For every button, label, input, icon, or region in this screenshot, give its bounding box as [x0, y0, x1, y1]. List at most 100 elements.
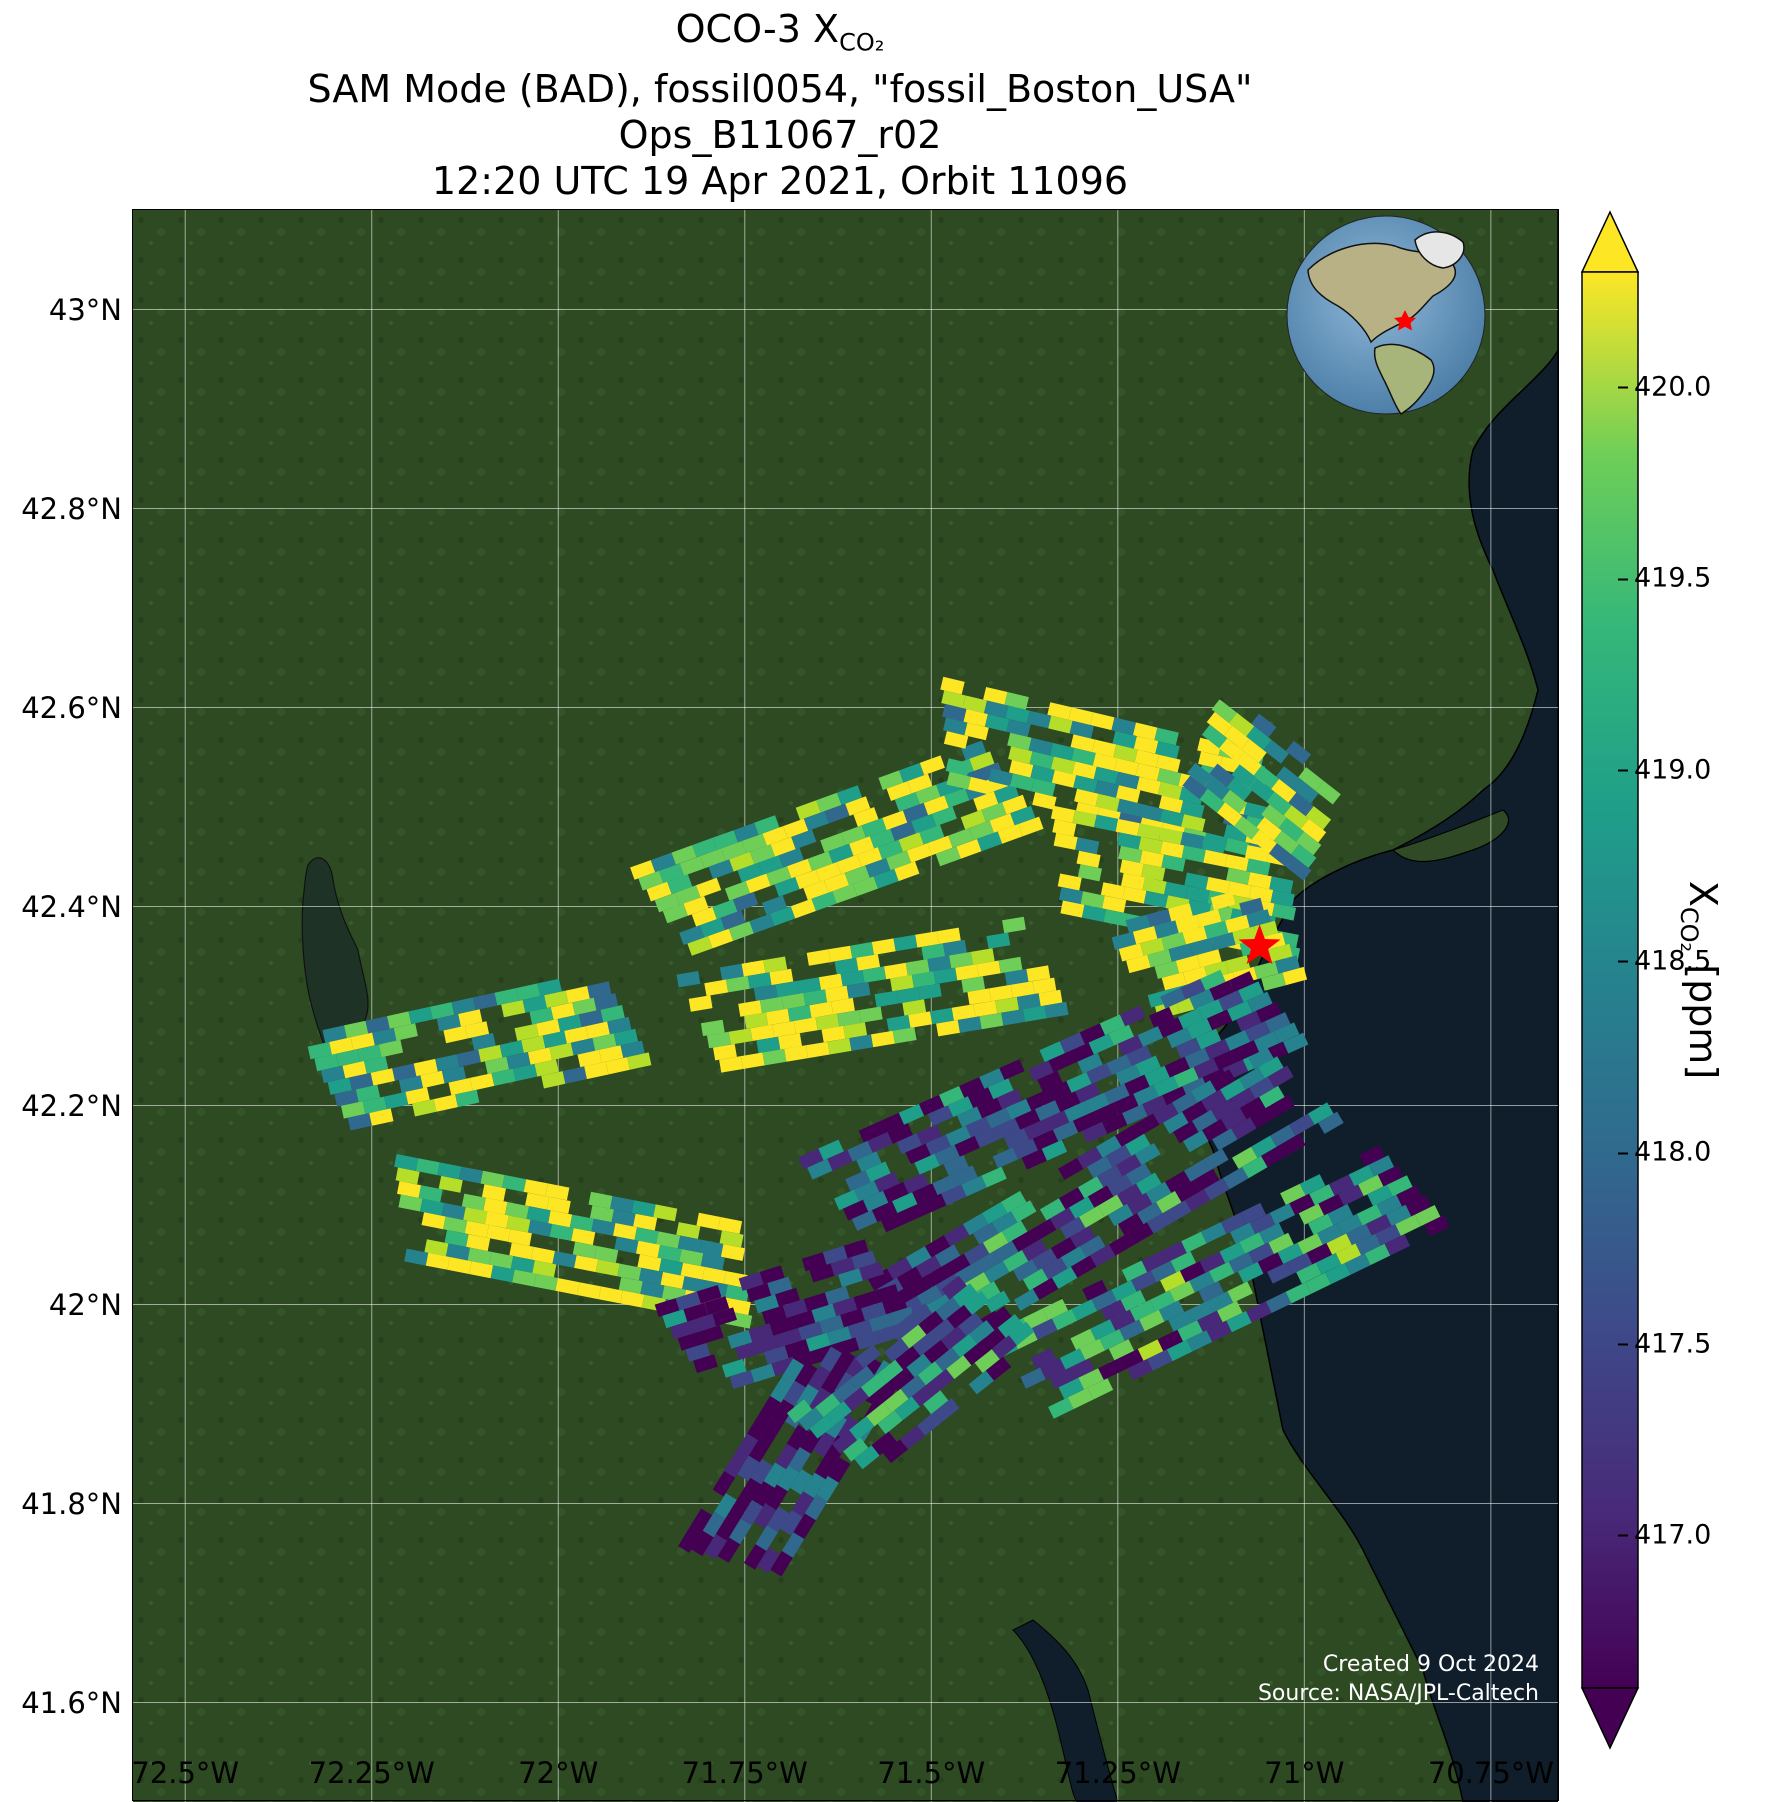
sounding-footprint [729, 1518, 752, 1545]
sounding-footprint [1203, 920, 1229, 939]
sounding-footprint [1088, 1185, 1114, 1208]
sounding-footprint [1160, 987, 1186, 1009]
sounding-footprint [1168, 1310, 1194, 1332]
sounding-footprint [1199, 788, 1225, 813]
sounding-footprint [1023, 1119, 1050, 1141]
sounding-footprint [1053, 832, 1078, 850]
sounding-footprint [943, 717, 968, 736]
sounding-footprint [884, 962, 908, 980]
sounding-footprint [797, 977, 822, 994]
sounding-footprint [1097, 1165, 1123, 1188]
sounding-footprint [1032, 977, 1057, 994]
lat-tick-label: 42.8°N [21, 491, 122, 526]
sounding-footprint [1286, 1252, 1313, 1274]
sounding-footprint [847, 1319, 873, 1339]
title-line-3: Ops_B11067_r02 [618, 112, 942, 157]
sounding-footprint [1256, 1001, 1282, 1023]
sounding-footprint [819, 1315, 844, 1334]
sounding-footprint [896, 1266, 923, 1289]
sounding-footprint [1204, 1178, 1230, 1201]
sounding-footprint [1348, 1164, 1375, 1187]
sounding-footprint [827, 1149, 853, 1171]
sounding-footprint [738, 1271, 764, 1291]
sounding-footprint [1016, 993, 1041, 1010]
sounding-footprint [1119, 1005, 1146, 1027]
sounding-footprint [1075, 1082, 1101, 1104]
sounding-footprint [1092, 753, 1118, 771]
sounding-footprint [737, 862, 763, 883]
sounding-footprint [941, 1184, 967, 1206]
sounding-footprint [745, 873, 771, 894]
sounding-footprint [886, 1257, 913, 1280]
sounding-footprint [886, 850, 912, 871]
sounding-footprint [1086, 1063, 1112, 1084]
sounding-footprint [451, 997, 476, 1015]
sounding-footprint [925, 1134, 951, 1156]
sounding-footprint [1199, 1251, 1226, 1273]
sounding-footprint [1080, 891, 1105, 909]
sounding-footprint [378, 1039, 404, 1058]
sounding-footprint [927, 1105, 954, 1126]
sounding-footprint [589, 1205, 614, 1223]
sounding-footprint [1201, 1222, 1227, 1244]
sounding-footprint [1317, 1223, 1343, 1245]
sounding-footprint [1075, 837, 1100, 855]
sounding-footprint [1006, 1098, 1032, 1120]
sounding-footprint [976, 960, 1001, 977]
sounding-footprint [1032, 1277, 1059, 1300]
lon-tick-label: 71°W [1264, 1756, 1345, 1790]
sounding-footprint [1126, 954, 1151, 974]
sounding-footprint [1248, 1047, 1274, 1070]
sounding-footprint [1265, 1012, 1291, 1033]
sounding-footprint [1030, 1348, 1057, 1370]
sounding-footprint [963, 1242, 990, 1265]
sounding-footprint [662, 1309, 688, 1329]
sounding-footprint [762, 895, 788, 916]
sounding-footprint [1305, 806, 1332, 830]
colorbar-tick-label: 420.0 [1617, 371, 1712, 403]
sounding-footprint [988, 1078, 1014, 1100]
sounding-footprint [1338, 1184, 1364, 1206]
sounding-footprint [1156, 754, 1181, 773]
sounding-footprint [803, 880, 829, 901]
sounding-footprint [1141, 1250, 1167, 1273]
sounding-footprint [1076, 850, 1101, 868]
target-star [1238, 924, 1281, 965]
sounding-footprint [1204, 776, 1230, 801]
sounding-footprint [421, 1212, 446, 1230]
lat-tick-label: 42.4°N [21, 889, 122, 924]
sounding-footprint [1376, 1194, 1403, 1216]
sounding-footprint [1078, 1176, 1104, 1199]
sounding-footprint [988, 768, 1013, 787]
sounding-footprint [1259, 1085, 1285, 1109]
sounding-footprint [775, 1287, 800, 1307]
sounding-footprint [1288, 792, 1314, 817]
sounding-footprint [755, 1525, 778, 1551]
sounding-footprint [991, 1211, 1018, 1234]
sounding-footprint [1173, 1120, 1199, 1144]
sounding-footprint [998, 956, 1023, 974]
sounding-footprint [824, 803, 850, 824]
sounding-footprint [640, 1281, 665, 1299]
sounding-footprint [856, 1151, 882, 1172]
map-panel[interactable] [133, 210, 1558, 1802]
sounding-footprint [956, 839, 982, 859]
figure-title: OCO-3 XCO₂ SAM Mode (BAD), fossil0054, "… [0, 6, 1560, 204]
sounding-footprint [1122, 886, 1147, 904]
sounding-footprint [900, 1425, 926, 1450]
sounding-footprint [702, 1511, 726, 1538]
sounding-footprint [1300, 818, 1327, 843]
sounding-footprint [1271, 778, 1297, 803]
sounding-footprint [634, 1227, 659, 1245]
sounding-footprint [1143, 890, 1169, 908]
sounding-footprint [565, 986, 590, 1004]
sounding-footprint [832, 1379, 858, 1404]
sounding-footprint [448, 1077, 473, 1096]
sounding-footprint [935, 846, 961, 867]
sounding-footprint [446, 1243, 470, 1261]
sounding-footprint [1115, 1064, 1141, 1086]
target-star-icon [1238, 924, 1281, 965]
sounding-footprint [856, 954, 881, 971]
sounding-footprint [867, 1268, 894, 1291]
sounding-footprint [911, 971, 936, 988]
